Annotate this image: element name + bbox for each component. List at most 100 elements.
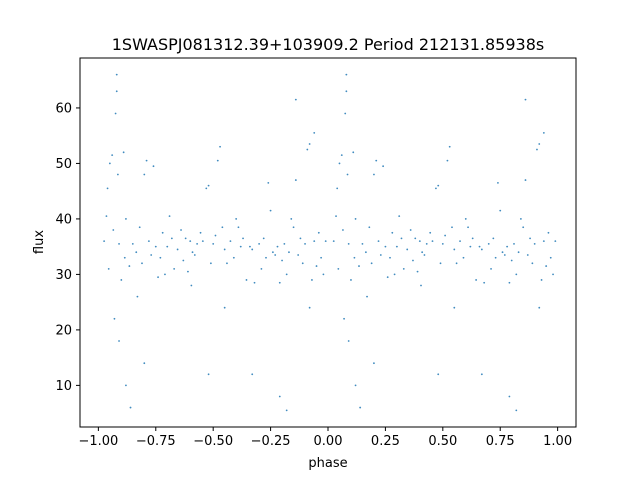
data-point: [260, 267, 263, 270]
data-point: [138, 226, 141, 229]
data-point: [382, 165, 385, 168]
data-point: [235, 218, 238, 220]
data-point: [439, 262, 442, 265]
data-point: [150, 254, 153, 256]
data-point: [205, 187, 208, 190]
x-axis-ticks: −1.00 −0.75 −0.50 −0.25 0.00 0.25 0.50 0.75 1.00: [78, 427, 572, 449]
data-point: [294, 179, 297, 181]
data-point: [129, 406, 132, 409]
data-point: [366, 295, 368, 298]
data-point: [166, 245, 169, 248]
data-point: [199, 231, 202, 234]
data-point: [301, 262, 304, 265]
data-point: [519, 218, 522, 220]
data-point: [346, 173, 349, 176]
data-point: [358, 265, 360, 267]
x-tick-label: −0.75: [136, 434, 176, 449]
data-point: [136, 295, 139, 298]
data-point: [125, 384, 127, 387]
data-point: [464, 218, 467, 220]
data-point: [170, 237, 173, 240]
data-point: [320, 256, 323, 259]
data-point: [453, 248, 456, 251]
data-point: [285, 409, 288, 412]
data-point: [290, 218, 293, 220]
data-point: [455, 262, 458, 265]
data-point: [335, 215, 337, 218]
data-point: [389, 256, 391, 259]
chart-title: 1SWASPJ081312.39+103909.2 Period 212131.…: [112, 35, 544, 54]
data-point: [412, 259, 414, 262]
data-point: [187, 270, 189, 273]
data-point: [157, 276, 159, 279]
data-point: [497, 181, 499, 184]
data-point: [344, 112, 347, 115]
data-point: [239, 245, 242, 248]
data-point: [416, 270, 419, 273]
data-point: [173, 267, 176, 270]
data-point: [536, 148, 538, 151]
data-point: [292, 226, 295, 229]
data-point: [283, 242, 286, 245]
data-point: [490, 267, 492, 270]
data-point: [308, 306, 311, 309]
data-point: [145, 159, 148, 162]
x-tick-label: 0.50: [428, 434, 457, 449]
data-point: [483, 281, 486, 284]
data-point: [135, 251, 138, 254]
data-point: [345, 73, 348, 76]
data-point: [540, 279, 543, 281]
data-point: [311, 279, 313, 281]
data-point: [448, 145, 451, 148]
data-point: [265, 256, 267, 259]
data-point: [459, 240, 461, 243]
data-point: [475, 279, 478, 281]
data-point: [352, 151, 355, 154]
data-point: [379, 254, 382, 256]
data-point: [503, 254, 506, 256]
data-point: [108, 162, 111, 165]
data-point: [269, 209, 272, 212]
y-axis-ticks: 10 20 30 40 50 60: [55, 101, 80, 394]
data-point: [409, 229, 412, 231]
data-point: [267, 181, 270, 184]
data-point: [288, 251, 290, 254]
data-point: [435, 187, 437, 190]
data-point: [471, 237, 474, 240]
data-point: [308, 143, 311, 145]
data-point: [216, 159, 219, 162]
data-point: [545, 265, 548, 267]
data-point: [431, 240, 434, 243]
data-point: [120, 279, 123, 281]
data-point: [524, 179, 527, 181]
data-point: [313, 132, 316, 134]
data-point: [118, 242, 120, 245]
data-point: [115, 73, 118, 76]
data-point: [141, 262, 143, 265]
data-point: [245, 279, 248, 281]
y-tick-label: 50: [55, 157, 72, 172]
data-point: [506, 245, 509, 248]
x-tick-label: −0.25: [251, 434, 291, 449]
data-point: [386, 276, 389, 279]
data-point: [508, 281, 511, 284]
data-point: [373, 173, 375, 176]
data-point: [414, 237, 417, 240]
data-point: [251, 248, 254, 251]
data-point: [315, 265, 318, 267]
data-point: [342, 229, 344, 231]
data-point: [501, 251, 504, 254]
data-point: [262, 237, 265, 240]
data-point: [242, 237, 244, 240]
data-point: [278, 281, 281, 284]
data-point: [492, 237, 495, 240]
data-point: [113, 317, 116, 320]
data-point: [469, 245, 472, 248]
data-point: [354, 218, 357, 220]
data-point: [515, 409, 518, 412]
data-point: [337, 267, 340, 270]
data-point: [147, 240, 150, 243]
data-point: [207, 373, 210, 376]
data-point: [122, 151, 125, 154]
